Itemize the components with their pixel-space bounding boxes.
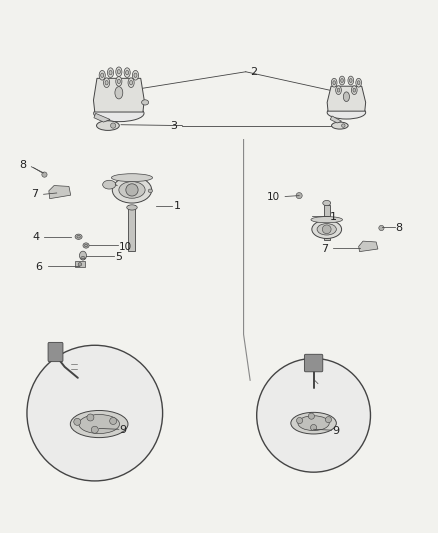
Ellipse shape — [75, 234, 82, 239]
Ellipse shape — [349, 78, 351, 83]
Polygon shape — [358, 241, 377, 252]
Circle shape — [74, 418, 81, 425]
Circle shape — [42, 172, 47, 177]
Circle shape — [256, 358, 370, 472]
Ellipse shape — [125, 70, 128, 75]
Ellipse shape — [351, 86, 357, 94]
Polygon shape — [93, 78, 144, 112]
Polygon shape — [94, 114, 110, 122]
Polygon shape — [329, 116, 341, 123]
Ellipse shape — [109, 70, 112, 75]
Ellipse shape — [343, 92, 349, 101]
Ellipse shape — [129, 80, 132, 85]
Polygon shape — [326, 86, 365, 111]
Ellipse shape — [117, 70, 120, 74]
Text: 5: 5 — [115, 252, 122, 262]
Ellipse shape — [134, 73, 137, 77]
Ellipse shape — [99, 70, 105, 80]
Circle shape — [341, 124, 344, 127]
Text: 10: 10 — [119, 242, 132, 252]
Ellipse shape — [111, 174, 152, 182]
Ellipse shape — [115, 87, 123, 99]
Ellipse shape — [336, 88, 339, 92]
Ellipse shape — [124, 68, 130, 77]
Text: 10: 10 — [266, 192, 279, 203]
Ellipse shape — [310, 216, 342, 223]
Text: 8: 8 — [19, 160, 26, 170]
Ellipse shape — [331, 122, 347, 129]
Ellipse shape — [331, 78, 336, 87]
Text: 8: 8 — [395, 223, 402, 233]
Circle shape — [310, 424, 316, 431]
Ellipse shape — [132, 70, 138, 80]
Ellipse shape — [96, 121, 119, 131]
Ellipse shape — [335, 86, 341, 94]
Ellipse shape — [102, 180, 116, 189]
FancyBboxPatch shape — [48, 342, 63, 361]
Text: 1: 1 — [173, 201, 180, 211]
Circle shape — [110, 417, 117, 424]
Ellipse shape — [79, 415, 119, 433]
Bar — [75, 261, 85, 268]
Ellipse shape — [84, 244, 87, 247]
Text: 2: 2 — [250, 67, 257, 77]
Ellipse shape — [290, 413, 336, 434]
Ellipse shape — [93, 105, 144, 122]
Ellipse shape — [83, 243, 89, 248]
Ellipse shape — [355, 78, 360, 87]
Ellipse shape — [119, 182, 145, 198]
FancyBboxPatch shape — [304, 354, 322, 372]
Ellipse shape — [347, 76, 353, 85]
Ellipse shape — [297, 416, 328, 431]
Ellipse shape — [322, 200, 330, 206]
Ellipse shape — [79, 251, 86, 260]
Polygon shape — [49, 185, 71, 199]
Ellipse shape — [127, 205, 137, 210]
Circle shape — [307, 413, 314, 419]
Circle shape — [110, 123, 116, 128]
Ellipse shape — [112, 177, 151, 203]
Ellipse shape — [107, 68, 113, 77]
Ellipse shape — [352, 88, 355, 92]
Bar — [128, 205, 135, 251]
Ellipse shape — [128, 78, 134, 87]
Circle shape — [325, 417, 331, 423]
Ellipse shape — [105, 80, 108, 85]
Ellipse shape — [340, 78, 343, 83]
Circle shape — [78, 263, 81, 266]
Text: 6: 6 — [35, 262, 42, 271]
Text: 7: 7 — [31, 189, 38, 199]
Text: 7: 7 — [320, 244, 327, 254]
Ellipse shape — [116, 77, 122, 86]
Text: 9: 9 — [120, 425, 127, 435]
Circle shape — [321, 225, 330, 233]
Ellipse shape — [357, 80, 359, 85]
Ellipse shape — [70, 410, 128, 438]
Ellipse shape — [316, 224, 336, 235]
Ellipse shape — [339, 76, 344, 85]
Circle shape — [27, 345, 162, 481]
Ellipse shape — [148, 189, 152, 192]
Circle shape — [295, 192, 301, 199]
Ellipse shape — [332, 80, 335, 85]
Ellipse shape — [116, 67, 122, 77]
Ellipse shape — [100, 73, 103, 77]
Text: 4: 4 — [32, 232, 39, 242]
Circle shape — [126, 184, 138, 196]
Ellipse shape — [103, 78, 110, 87]
Circle shape — [378, 225, 383, 231]
Ellipse shape — [311, 220, 341, 238]
Ellipse shape — [81, 256, 85, 260]
Circle shape — [91, 426, 98, 433]
Text: 3: 3 — [170, 120, 177, 131]
Bar — [323, 205, 329, 240]
Text: 1: 1 — [329, 213, 336, 222]
Ellipse shape — [141, 100, 148, 105]
Circle shape — [296, 417, 302, 424]
Circle shape — [87, 414, 94, 421]
Ellipse shape — [117, 79, 120, 84]
Ellipse shape — [326, 106, 365, 119]
Text: 9: 9 — [332, 426, 339, 436]
Ellipse shape — [77, 236, 80, 238]
